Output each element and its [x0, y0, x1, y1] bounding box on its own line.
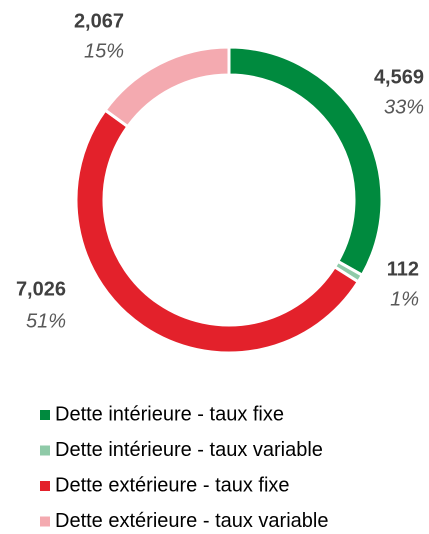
value-label: 7,026 [16, 278, 66, 300]
percent-label: 51% [26, 310, 66, 332]
percent-label: 15% [84, 40, 124, 62]
legend-label: Dette extérieure - taux variable [55, 510, 328, 532]
donut-slice [74, 108, 361, 355]
legend-swatch [40, 481, 50, 491]
legend-label: Dette extérieure - taux fixe [55, 474, 290, 496]
legend-swatch [40, 516, 50, 527]
value-label: 4,569 [374, 66, 424, 88]
value-label: 112 [387, 258, 419, 280]
legend-swatch [40, 445, 50, 456]
donut-slice [103, 45, 231, 129]
donut-slice [227, 45, 384, 278]
percent-label: 33% [384, 96, 424, 118]
legend-label: Dette intérieure - taux fixe [55, 403, 284, 425]
legend-swatch [40, 410, 50, 420]
value-label: 2,067 [74, 10, 124, 32]
legend-label: Dette intérieure - taux variable [55, 439, 323, 461]
percent-label: 1% [390, 288, 419, 310]
